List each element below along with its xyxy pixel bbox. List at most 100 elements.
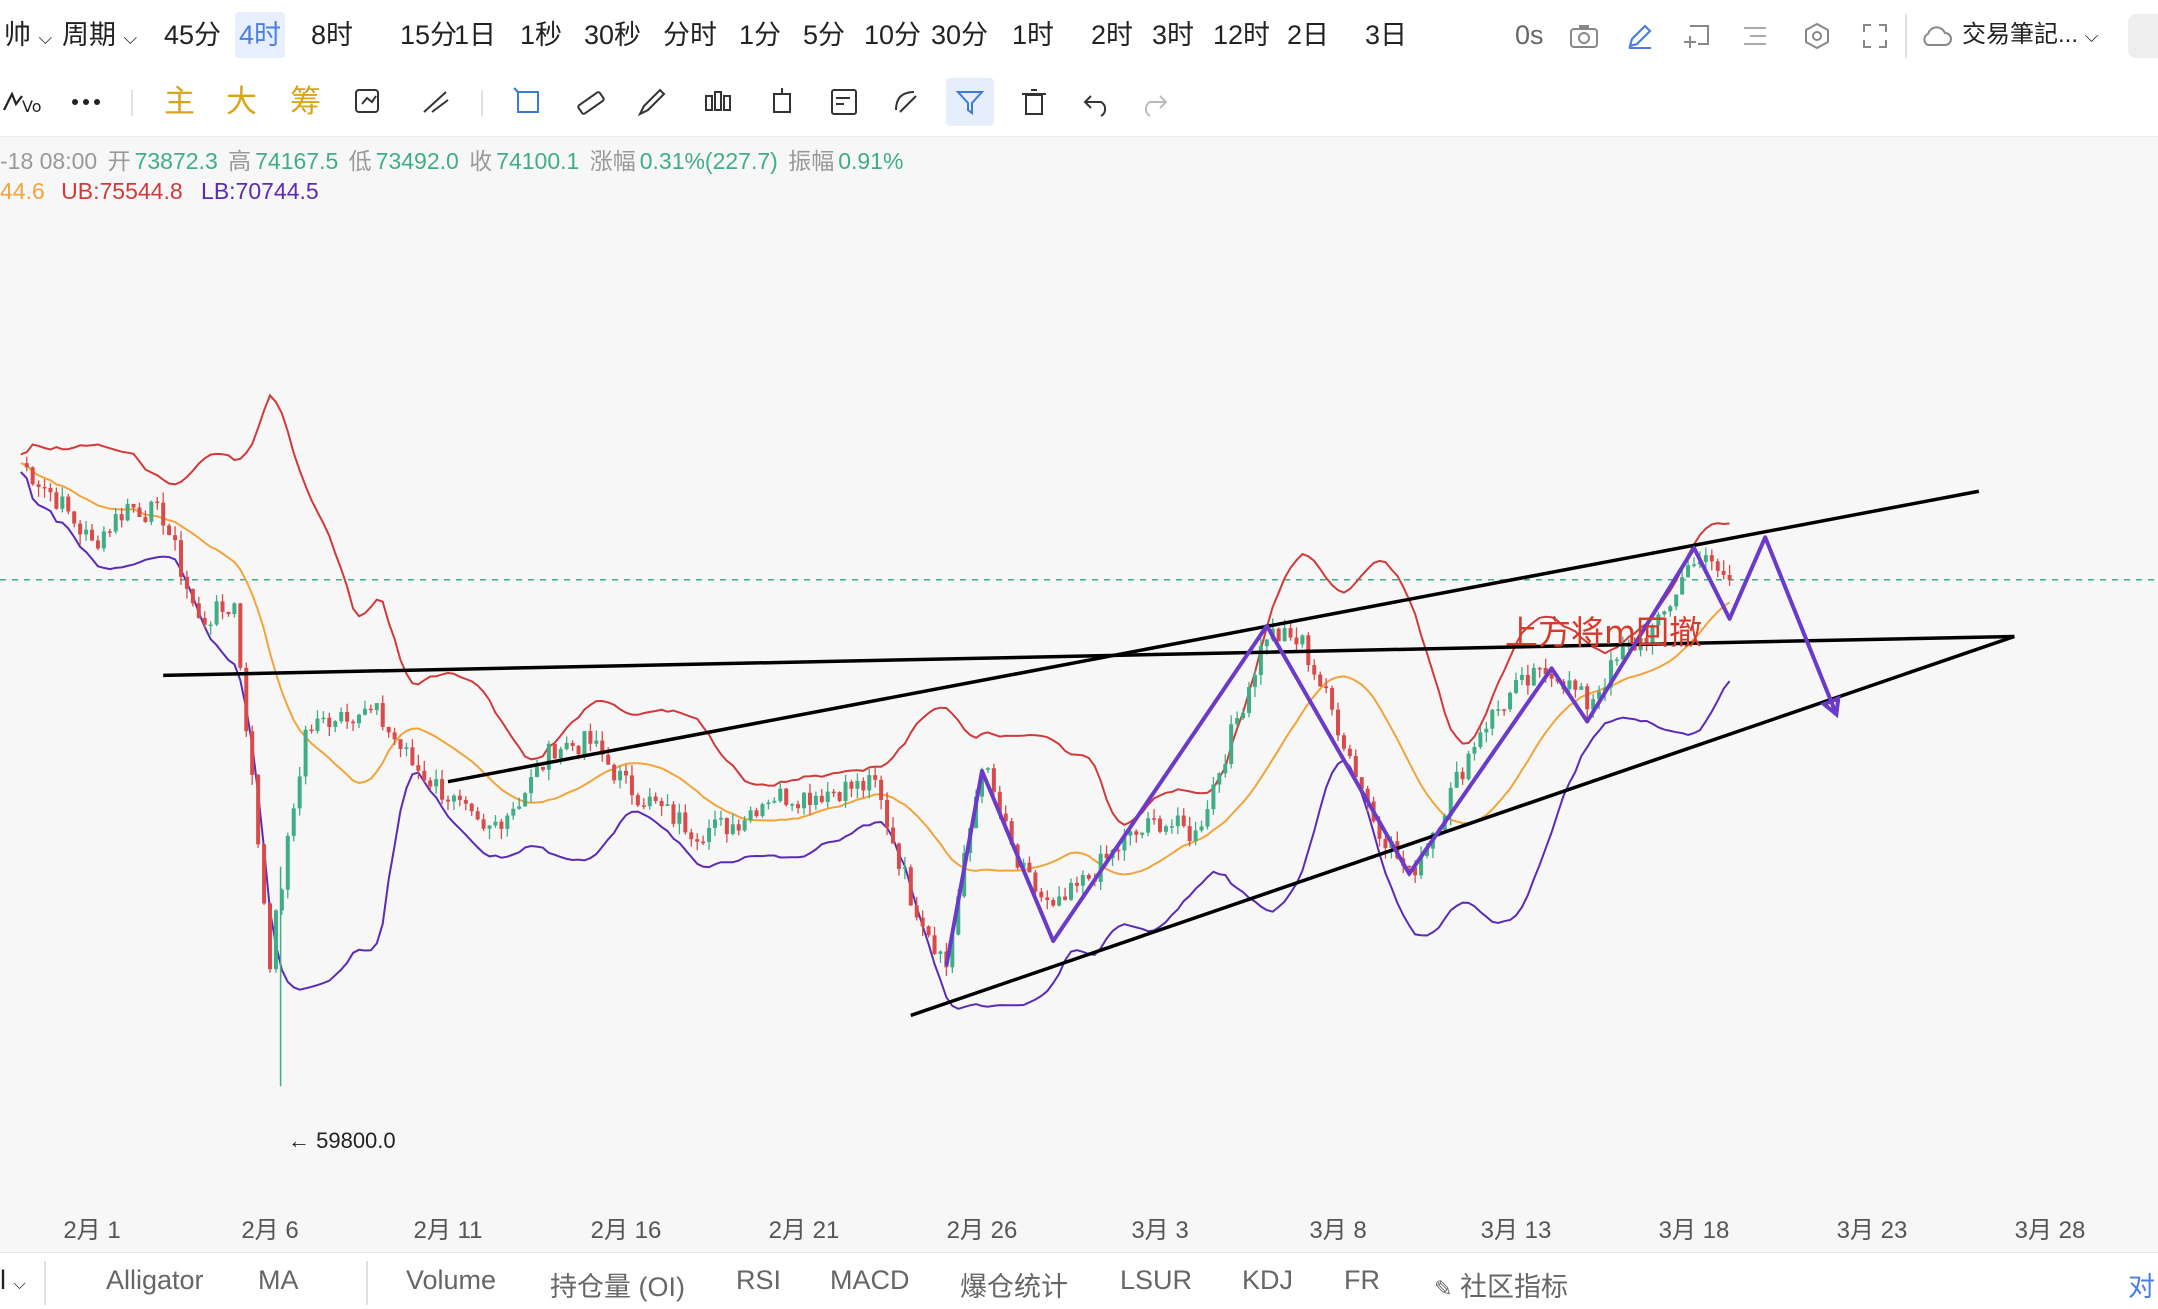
candle-body	[1531, 667, 1536, 686]
timeframe-4[interactable]: 1日	[454, 20, 497, 50]
main-chart-chip[interactable]: 主	[164, 84, 195, 120]
candle-body	[1496, 709, 1501, 711]
trendline-2[interactable]	[910, 634, 2015, 1018]
more-icon[interactable]	[62, 78, 110, 126]
candle-body	[1258, 646, 1263, 675]
timeframe-11[interactable]: 30分	[931, 20, 989, 50]
right-edge-pill[interactable]	[2128, 14, 2158, 58]
redo-icon[interactable]	[1130, 78, 1178, 126]
timeframe-12[interactable]: 1时	[1012, 20, 1055, 50]
undo-icon[interactable]	[1073, 78, 1121, 126]
candle-body	[214, 601, 219, 625]
pencil-draw-icon[interactable]	[1616, 12, 1664, 60]
middle-band-line	[20, 462, 1731, 876]
timeframe-10[interactable]: 10分	[864, 20, 922, 50]
wave-path[interactable]	[944, 535, 1839, 967]
sub-indicator-2[interactable]: RSI	[736, 1265, 782, 1295]
candle-body	[902, 867, 907, 869]
timeframe-7[interactable]: 分时	[663, 20, 717, 50]
sub-indicator-0[interactable]: Volume	[406, 1265, 497, 1295]
refresh-square-icon[interactable]	[344, 78, 392, 126]
ruler-icon[interactable]	[566, 78, 614, 126]
chip-distribution-chip[interactable]: 筹	[290, 84, 321, 120]
delete-icon[interactable]	[1010, 78, 1058, 126]
main-indicator-1[interactable]: MA	[258, 1265, 299, 1295]
timeframe-5[interactable]: 1秒	[520, 20, 563, 50]
left-dropdown[interactable]: l ⌵	[0, 1265, 26, 1295]
candle-body	[695, 839, 700, 842]
divider	[481, 90, 483, 116]
period-dropdown[interactable]: 周期 ⌵	[62, 20, 138, 50]
candle-body	[1620, 646, 1625, 660]
candle-body	[368, 708, 373, 711]
candle-body	[167, 525, 172, 536]
timeframe-9[interactable]: 5分	[803, 20, 846, 50]
x-tick: 2月 6	[241, 1217, 299, 1244]
candle-body	[861, 781, 866, 791]
timeframe-0[interactable]: 45分	[164, 20, 222, 50]
candle-body	[226, 611, 231, 615]
candle-body	[855, 781, 860, 789]
candle-body	[1045, 897, 1050, 901]
sub-indicator-3[interactable]: MACD	[830, 1265, 910, 1295]
candle-body	[1122, 835, 1127, 851]
candle-body	[428, 780, 433, 787]
timeframe-14[interactable]: 3时	[1152, 20, 1195, 50]
sub-indicator-1[interactable]: 持仓量 (OI)	[550, 1272, 685, 1302]
candle-body	[327, 717, 332, 727]
crossline-tool-icon[interactable]	[412, 78, 460, 126]
add-layout-icon[interactable]	[1674, 12, 1722, 60]
candle-body	[1193, 830, 1198, 842]
candle-body	[499, 821, 504, 829]
candle-body	[1692, 564, 1696, 566]
timeframe-6[interactable]: 30秒	[584, 20, 642, 50]
right-edge-label[interactable]: 对	[2128, 1272, 2155, 1302]
list-settings-icon[interactable]	[1731, 12, 1779, 60]
timeframe-3[interactable]: 15分	[400, 20, 458, 50]
community-indicators-button[interactable]: ✎ 社区指标	[1434, 1272, 1568, 1302]
filter-icon[interactable]	[946, 78, 994, 126]
candle-body	[256, 774, 261, 845]
timeframe-8[interactable]: 1分	[739, 20, 782, 50]
candle-body	[1330, 688, 1335, 710]
sub-indicator-7[interactable]: FR	[1344, 1265, 1380, 1295]
drawing-toolbar: Vo 主 大 筹	[0, 70, 2158, 137]
candle-body	[641, 805, 646, 807]
timeframe-17[interactable]: 3日	[1365, 20, 1408, 50]
sub-indicator-6[interactable]: KDJ	[1242, 1265, 1294, 1295]
candle-body	[1567, 680, 1572, 690]
camera-icon[interactable]	[1560, 12, 1608, 60]
magnet-icon[interactable]	[882, 78, 930, 126]
text-box-icon[interactable]	[820, 78, 868, 126]
main-indicator-0[interactable]: Alligator	[106, 1265, 204, 1295]
fullscreen-icon[interactable]	[1851, 12, 1899, 60]
big-chip[interactable]: 大	[226, 84, 257, 120]
candlestick-pattern-icon[interactable]	[694, 78, 742, 126]
candle-body	[1425, 848, 1429, 857]
timeframe-13[interactable]: 2时	[1091, 20, 1134, 50]
sub-indicator-4[interactable]: 爆仓统计	[960, 1272, 1068, 1302]
brush-icon[interactable]	[628, 78, 676, 126]
price-chart[interactable]: 上方将m回撤 ← 59800.0	[0, 0, 2158, 1250]
trendline-0[interactable]	[163, 634, 2015, 678]
candle-body	[1229, 724, 1234, 765]
candle-body	[416, 765, 421, 771]
candle-body	[1282, 628, 1287, 642]
symbol-fragment[interactable]: 帅 ⌵	[4, 20, 53, 50]
indicator-icon[interactable]: Vo	[0, 78, 48, 126]
timeframe-16[interactable]: 2日	[1287, 20, 1330, 50]
timeframe-1[interactable]: 4时	[235, 12, 286, 58]
trade-notes-dropdown[interactable]: 交易筆記... ⌵	[1962, 21, 2099, 48]
settings-gear-icon[interactable]	[1793, 12, 1841, 60]
candle-body	[653, 796, 658, 801]
candle-body	[36, 484, 41, 487]
timeframe-2[interactable]: 8时	[311, 20, 354, 50]
candle-body	[1472, 747, 1477, 754]
position-tool-icon[interactable]	[758, 78, 806, 126]
timeframe-15[interactable]: 12时	[1213, 20, 1271, 50]
candle-body	[457, 795, 462, 800]
rectangle-tool-icon[interactable]	[504, 78, 552, 126]
candle-body	[1727, 574, 1732, 580]
trendline-1[interactable]	[447, 489, 1980, 784]
sub-indicator-5[interactable]: LSUR	[1120, 1265, 1193, 1295]
